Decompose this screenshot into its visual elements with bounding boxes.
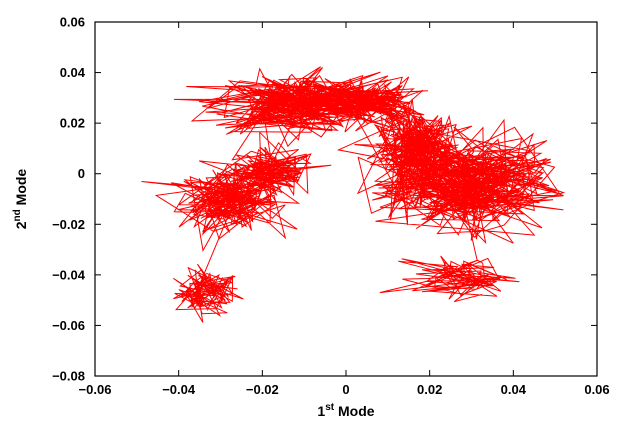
tick-layer: −0.06 −0.04 −0.02 0 0.02 0.04 0.06−0.08−0.06−0… bbox=[52, 15, 610, 398]
y-tick-label: −0.02 bbox=[52, 217, 85, 232]
x-axis-label-base: 1 bbox=[317, 403, 325, 419]
x-tick-label: 0.06 bbox=[584, 382, 609, 397]
y-tick-label: −0.04 bbox=[52, 267, 86, 282]
y-tick-label: 0.04 bbox=[60, 65, 86, 80]
y-axis-label-base: 2 bbox=[13, 221, 29, 229]
y-tick-label: −0.06 bbox=[52, 318, 85, 333]
x-tick-label: −0.02 bbox=[246, 382, 279, 397]
y-tick-label: 0 bbox=[78, 166, 85, 181]
series-trajectory-line bbox=[141, 66, 566, 323]
y-tick-label: −0.08 bbox=[52, 369, 85, 384]
y-tick-label: 0.06 bbox=[60, 15, 85, 30]
x-tick-label: 0.02 bbox=[417, 382, 442, 397]
y-tick-label: 0.02 bbox=[60, 116, 85, 131]
x-axis-label-rest: Mode bbox=[334, 403, 375, 419]
x-axis-label-sup: st bbox=[325, 402, 335, 413]
x-tick-label: −0.04 bbox=[162, 382, 196, 397]
trajectory-layer bbox=[141, 66, 566, 323]
y-axis-label-rest: Mode bbox=[13, 169, 29, 210]
x-tick-label: 0 bbox=[342, 382, 349, 397]
x-tick-label: −0.06 bbox=[79, 382, 112, 397]
x-axis-label: 1st Mode bbox=[317, 402, 374, 419]
x-tick-label: 0.04 bbox=[501, 382, 527, 397]
y-axis-label-sup: nd bbox=[12, 209, 23, 221]
y-axis-label: 2nd Mode bbox=[12, 169, 29, 230]
